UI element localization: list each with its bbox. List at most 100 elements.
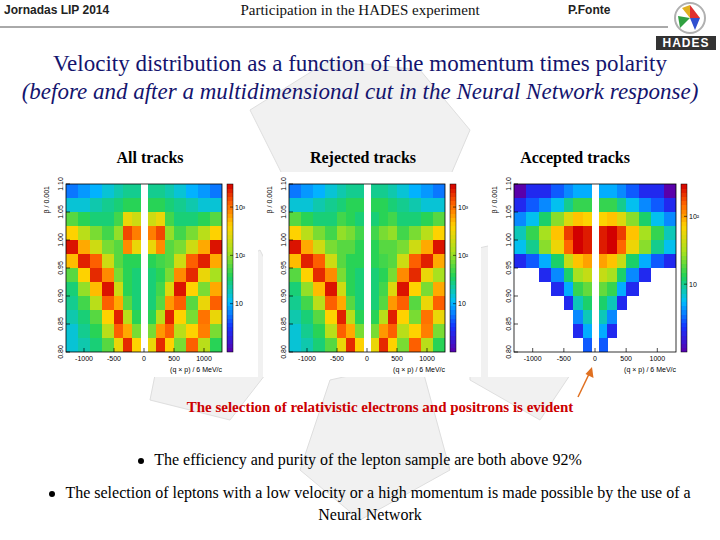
heatmap-cell xyxy=(617,198,627,212)
heatmap-cell xyxy=(78,282,90,296)
heatmap-cell xyxy=(379,240,388,254)
heatmap-cell xyxy=(148,310,157,324)
heatmap-cell xyxy=(132,184,141,198)
heatmap-cell xyxy=(355,338,364,352)
heatmap-cell xyxy=(186,282,198,296)
bullet-dot xyxy=(49,491,55,497)
heatmap-cell xyxy=(90,310,102,324)
heatmap-cell xyxy=(198,240,210,254)
colorbar-tick-label: 10³ xyxy=(235,204,246,211)
heatmap-cell xyxy=(599,310,608,324)
heatmap-cell xyxy=(514,226,527,240)
x-tick xyxy=(397,348,398,352)
x-tick-label: 0 xyxy=(142,355,146,362)
heatmap-cell xyxy=(583,212,592,226)
heatmap-cell xyxy=(433,310,445,324)
heatmap-cell xyxy=(626,184,639,198)
y-tick xyxy=(66,212,70,213)
heatmap-cell xyxy=(388,198,397,212)
heatmap-cell xyxy=(379,198,388,212)
y-tick-label: 0.80 xyxy=(57,345,64,359)
heatmap-cell xyxy=(607,282,617,296)
heatmap-cell xyxy=(551,212,564,226)
heatmap-cell xyxy=(371,254,380,268)
heatmap-cell xyxy=(66,198,78,212)
heatmap-cell xyxy=(409,268,421,282)
heatmap-cell xyxy=(313,268,325,282)
heatmap-cell xyxy=(102,198,114,212)
heatmap-cell xyxy=(174,212,186,226)
heatmap-cell xyxy=(66,226,78,240)
heatmap-cell xyxy=(371,226,380,240)
heatmap-cell xyxy=(539,184,552,198)
heatmap-cell xyxy=(599,324,608,338)
heatmap-cell xyxy=(514,254,527,268)
heatmap-cell xyxy=(564,212,574,226)
heatmap-cell xyxy=(78,296,90,310)
heatmap-cell xyxy=(397,198,409,212)
y-tick xyxy=(514,296,518,297)
y-tick xyxy=(514,324,518,325)
plot-frame xyxy=(289,184,445,352)
y-tick xyxy=(289,268,293,269)
heatmap-cell xyxy=(102,338,114,352)
heatmap-cell xyxy=(617,296,627,310)
heatmap-cell xyxy=(325,268,337,282)
heatmap-cell xyxy=(289,296,301,310)
heatmap-cell xyxy=(607,198,617,212)
heatmap-cell xyxy=(355,324,364,338)
panel-title: Accepted tracks xyxy=(475,149,675,167)
bullet: The efficiency and purity of the lepton … xyxy=(0,451,720,469)
heatmap-cell xyxy=(337,212,346,226)
heatmap-cell xyxy=(421,324,433,338)
y-tick xyxy=(289,296,293,297)
heatmap-cell xyxy=(409,310,421,324)
heatmap-cell xyxy=(337,282,346,296)
heatmap-cell xyxy=(599,226,608,240)
heatmap-cell xyxy=(599,198,608,212)
heatmap-panel: -1000-50005001000(q × p) / 6 MeV/c0.800.… xyxy=(488,172,712,377)
heatmap-cell xyxy=(573,226,583,240)
heatmap-cell xyxy=(664,226,676,240)
heatmap-cell xyxy=(397,338,409,352)
heatmap-cell xyxy=(165,296,174,310)
x-tick xyxy=(657,348,658,352)
heatmap-cell xyxy=(346,226,355,240)
header-conference: Jornadas LIP 2014 xyxy=(4,3,109,17)
heatmap-cell xyxy=(123,296,132,310)
heatmap-cell xyxy=(156,296,165,310)
heatmap-cell xyxy=(78,240,90,254)
heatmap-cell xyxy=(607,240,617,254)
heatmap-cell xyxy=(583,184,592,198)
y-tick-label: 1.10 xyxy=(280,177,287,191)
x-tick xyxy=(174,348,175,352)
heatmap-cell xyxy=(186,184,198,198)
heatmap-cell xyxy=(573,282,583,296)
y-tick xyxy=(66,324,70,325)
heatmap-cell xyxy=(174,254,186,268)
heatmap-cell xyxy=(388,268,397,282)
y-tick-label: 1.00 xyxy=(280,233,287,247)
heatmap-cell xyxy=(114,212,123,226)
heatmap-cell xyxy=(148,212,157,226)
y-tick-label: 1.00 xyxy=(505,233,512,247)
heatmap-cell xyxy=(165,282,174,296)
x-tick xyxy=(144,348,145,352)
y-tick-label: 0.90 xyxy=(280,289,287,303)
heatmap-cell xyxy=(132,296,141,310)
panel-title: All tracks xyxy=(50,149,250,167)
heatmap-cell xyxy=(90,324,102,338)
heatmap-cell xyxy=(583,296,592,310)
heatmap-cell xyxy=(371,212,380,226)
bullet: The selection of leptons with a low velo… xyxy=(40,482,700,526)
heatmap-cell xyxy=(421,198,433,212)
y-tick-label: 0.90 xyxy=(57,289,64,303)
heatmap-cell xyxy=(174,268,186,282)
heatmap-cell xyxy=(210,268,222,282)
heatmap-cell xyxy=(397,268,409,282)
heatmap-cell xyxy=(388,338,397,352)
heatmap-cell xyxy=(102,254,114,268)
heatmap-cell xyxy=(66,184,78,198)
heatmap-cell xyxy=(114,296,123,310)
heatmap-cell xyxy=(607,226,617,240)
